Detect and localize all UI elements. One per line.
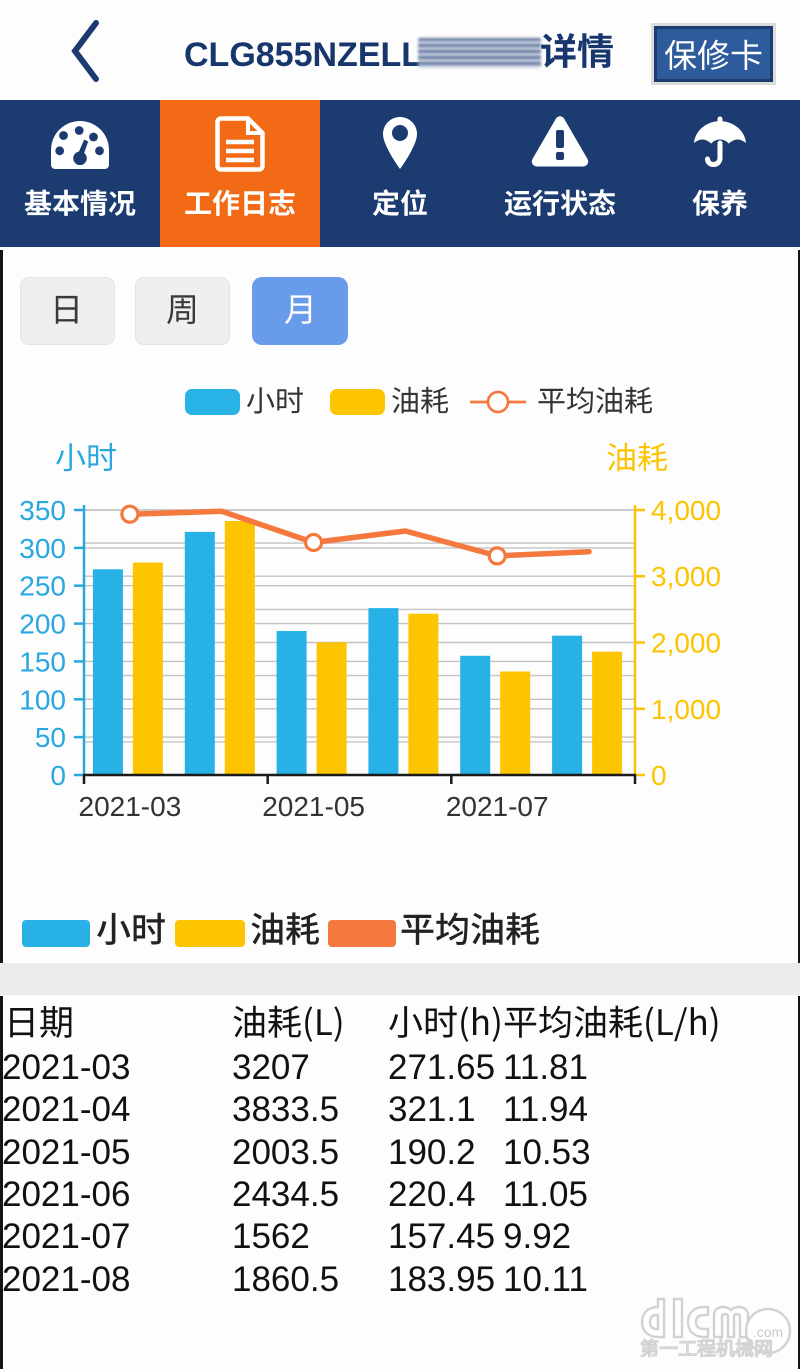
- svg-text:150: 150: [19, 646, 66, 677]
- svg-text:.com: .com: [753, 1324, 783, 1340]
- svg-text:0: 0: [50, 760, 66, 791]
- svg-text:1,000: 1,000: [651, 694, 721, 725]
- svg-text:2021-05: 2021-05: [262, 791, 365, 822]
- svg-text:250: 250: [19, 571, 66, 602]
- svg-text:2021-07: 2021-07: [446, 791, 549, 822]
- svg-text:2,000: 2,000: [651, 628, 721, 659]
- svg-text:50: 50: [35, 722, 66, 753]
- svg-text:350: 350: [19, 495, 66, 526]
- svg-text:3,000: 3,000: [651, 561, 721, 592]
- svg-text:0: 0: [651, 760, 667, 791]
- svg-text:200: 200: [19, 609, 66, 640]
- svg-text:2021-03: 2021-03: [79, 791, 182, 822]
- svg-text:300: 300: [19, 533, 66, 564]
- svg-text:100: 100: [19, 684, 66, 715]
- svg-text:4,000: 4,000: [651, 495, 721, 526]
